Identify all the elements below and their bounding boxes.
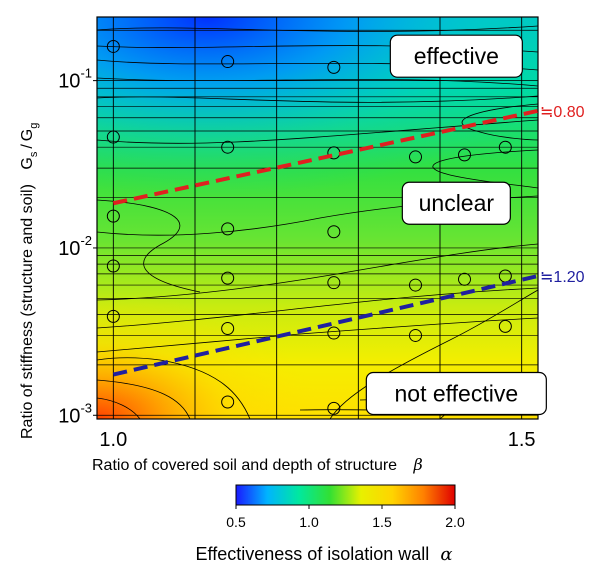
sample-point — [106, 209, 120, 223]
y-tick-base: 10 — [58, 238, 80, 260]
y-tick-base: 10 — [58, 405, 80, 427]
contour-line — [97, 317, 538, 353]
colorbar-tick-label: 2.0 — [445, 514, 465, 530]
colorbar-ticks: 0.5 1.0 1.5 2.0 — [226, 505, 465, 530]
zone-label: unclear — [419, 190, 495, 216]
boundary-line-effective — [112, 108, 539, 206]
contour-line — [97, 397, 141, 419]
horizontal-gridlines — [97, 29, 538, 416]
y-axis-label: Ratio of stiffness (structure and soil) … — [19, 123, 40, 439]
sample-point — [327, 225, 341, 239]
sample-points — [106, 39, 512, 415]
x-tick-label: 1.0 — [99, 429, 127, 451]
sample-point — [221, 140, 235, 154]
zone-box — [365, 371, 547, 416]
sample-point — [458, 272, 471, 286]
contour-line — [97, 77, 538, 87]
y-axis-slash: / — [19, 144, 36, 149]
y-tick-base: 10 — [58, 71, 80, 93]
y-axis-label-text: Ratio of stiffness (structure and soil) — [19, 184, 36, 439]
sample-point — [327, 60, 341, 74]
sample-point — [498, 140, 512, 154]
colorbar-title-text: Effectiveness of isolation wall — [196, 544, 430, 564]
y-axis-symbol-sub-g: g — [28, 123, 40, 129]
plot-frame — [96, 16, 539, 420]
contour-line — [329, 289, 538, 419]
boundary-line-label: ≒1.20 — [540, 269, 585, 286]
contour-line — [97, 119, 538, 144]
y-tick-exponent: -2 — [80, 233, 92, 248]
zone-label: not effective — [395, 380, 519, 406]
sample-point — [106, 39, 120, 53]
x-axis-symbol: β — [413, 455, 423, 474]
sample-point — [221, 222, 235, 236]
sample-point — [221, 55, 235, 69]
zone-box — [389, 34, 523, 78]
y-axis-symbol-gg: G — [19, 129, 36, 141]
sample-point — [106, 309, 120, 323]
y-axis-ticks: 10-310-210-1 — [58, 66, 97, 427]
x-axis-label: Ratio of covered soil and depth of struc… — [92, 455, 423, 474]
sample-point — [221, 271, 235, 285]
x-tick-label: 1.5 — [508, 429, 536, 451]
sample-point — [458, 148, 471, 162]
sample-point — [327, 326, 341, 340]
x-axis-ticks: 1.0 1.5 — [99, 429, 535, 451]
zone-box — [401, 181, 511, 225]
zone-labels: effective unclear not effective — [365, 34, 547, 416]
colorbar-tick-label: 1.5 — [372, 514, 392, 530]
boundary-line-not-effective — [112, 274, 539, 377]
sample-point — [106, 130, 120, 144]
y-tick-label: 10-3 — [58, 400, 92, 427]
y-tick-label: 10-1 — [58, 66, 92, 93]
sample-point — [409, 150, 422, 164]
boundary-line-label: ≒0.80 — [540, 104, 585, 121]
colorbar-title: Effectiveness of isolation wall α — [196, 544, 453, 565]
y-axis-symbol-gs: G — [19, 157, 36, 169]
sample-point — [106, 259, 120, 273]
boundary-lines: ≒0.80 ≒1.20 — [112, 104, 585, 377]
y-tick-exponent: -3 — [80, 400, 92, 415]
contour-line — [97, 379, 191, 419]
sample-point — [327, 401, 341, 415]
sample-point — [498, 319, 512, 333]
contour-line — [97, 243, 538, 301]
contour-line — [432, 149, 538, 189]
contour-line — [97, 199, 201, 293]
y-tick-label: 10-2 — [58, 233, 92, 260]
x-axis-label-text: Ratio of covered soil and depth of struc… — [92, 457, 397, 474]
y-tick-exponent: -1 — [80, 66, 92, 81]
colorbar-tick-label: 1.0 — [299, 514, 319, 530]
field-red-region — [97, 250, 397, 419]
y-axis-symbol-sub-s: s — [28, 151, 40, 157]
sample-point — [327, 276, 341, 290]
zone-label: effective — [414, 43, 499, 69]
colorbar — [235, 484, 456, 506]
sample-point — [409, 278, 422, 292]
sample-point — [221, 322, 235, 336]
contour-line — [97, 287, 538, 329]
colorbar-tick-label: 0.5 — [226, 514, 246, 530]
sample-point — [409, 328, 422, 342]
sample-point — [221, 395, 235, 409]
colorbar-symbol: α — [440, 544, 452, 565]
